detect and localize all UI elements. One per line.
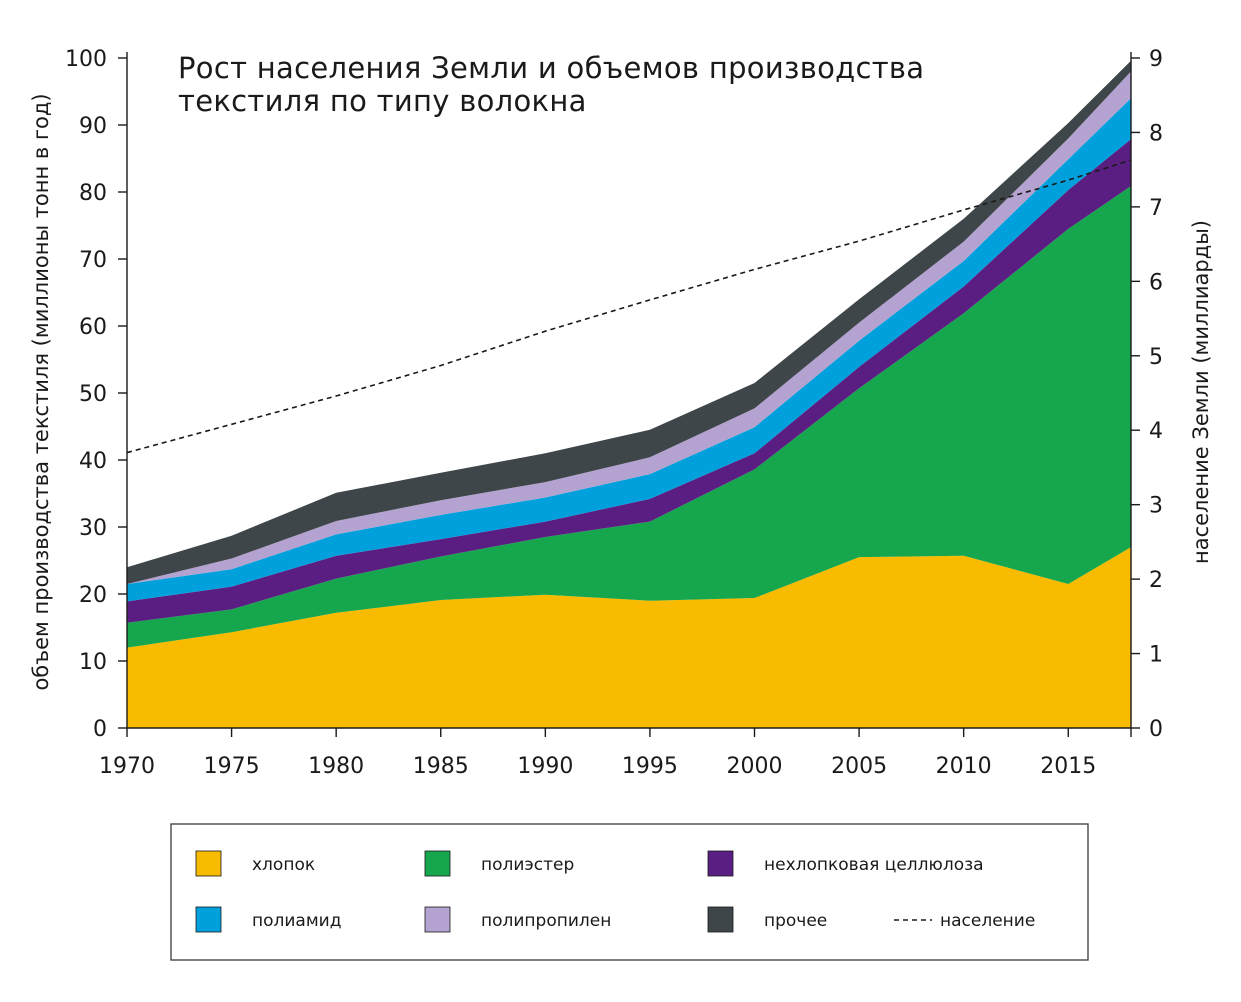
legend-swatch-polypropylene xyxy=(424,906,451,933)
y2-tick-label: 0 xyxy=(1149,717,1163,742)
y2-tick-label: 1 xyxy=(1149,643,1163,668)
x-tick-label: 1995 xyxy=(622,754,678,779)
y-tick-label: 70 xyxy=(79,248,107,273)
area-polyamide xyxy=(127,98,1131,602)
legend-label-polyester: полиэстер xyxy=(481,855,574,875)
x-tick-label: 2005 xyxy=(831,754,887,779)
chart-title-line-2: текстиля по типу волокна xyxy=(178,84,587,118)
population-line-group xyxy=(126,159,1132,454)
legend-label-polypropylene: полипропилен xyxy=(481,911,611,931)
chart-title-line-1: Рост населения Земли и объемов производс… xyxy=(178,51,924,85)
area-layers xyxy=(127,60,1131,728)
y2-tick-label: 9 xyxy=(1149,47,1163,72)
x-tick-label: 2015 xyxy=(1040,754,1096,779)
legend-label-polyamide: полиамид xyxy=(252,911,341,931)
legend-swatch-cellulose xyxy=(707,850,734,877)
y-tick-label: 20 xyxy=(79,583,107,608)
y-tick-label: 40 xyxy=(79,449,107,474)
y-axis-title: объем производства текстиля (миллионы то… xyxy=(29,93,53,690)
legend-swatch-polyester xyxy=(424,850,451,877)
y2-tick-label: 5 xyxy=(1149,345,1163,370)
legend-label-other: прочее xyxy=(764,911,827,931)
x-tick-label: 2010 xyxy=(936,754,992,779)
titles: Рост населения Земли и объемов производс… xyxy=(29,51,1213,691)
y-tick-label: 80 xyxy=(79,181,107,206)
y-tick-label: 100 xyxy=(65,47,107,72)
legend: хлопок полиэстер нехлопковая целлюлоза поли… xyxy=(170,823,1089,961)
y-tick-label: 90 xyxy=(79,114,107,139)
y2-tick-label: 2 xyxy=(1149,568,1163,593)
y2-tick-label: 7 xyxy=(1149,196,1163,221)
area-polyester xyxy=(127,186,1131,648)
y-tick-label: 30 xyxy=(79,516,107,541)
x-tick-label: 1975 xyxy=(204,754,260,779)
legend-swatch-other xyxy=(707,906,734,933)
x-tick-label: 1970 xyxy=(99,754,155,779)
y-tick-label: 0 xyxy=(93,717,107,742)
x-tick-label: 1990 xyxy=(517,754,573,779)
area-cotton xyxy=(127,547,1131,728)
x-tick-label: 1980 xyxy=(308,754,364,779)
x-tick-label: 2000 xyxy=(727,754,783,779)
y-tick-label: 60 xyxy=(79,315,107,340)
tick-labels: 0 10 20 30 40 50 60 70 80 90 100 0 1 2 3 4 5 6 7 8 9 1970 1975… xyxy=(65,47,1163,779)
y-tick-label: 50 xyxy=(79,382,107,407)
legend-frame xyxy=(170,823,1089,961)
y2-tick-label: 6 xyxy=(1149,270,1163,295)
legend-label-cotton: хлопок xyxy=(252,855,315,875)
legend-label-population: население xyxy=(940,911,1035,931)
x-tick-label: 1985 xyxy=(413,754,469,779)
axes xyxy=(118,52,1140,737)
population-line xyxy=(126,159,1132,454)
y2-tick-label: 3 xyxy=(1149,494,1163,519)
legend-swatch-polyamide xyxy=(195,906,222,933)
y2-tick-label: 4 xyxy=(1149,419,1163,444)
y2-tick-label: 8 xyxy=(1149,121,1163,146)
legend-swatch-cotton xyxy=(195,850,222,877)
y-tick-label: 10 xyxy=(79,650,107,675)
legend-label-cellulose: нехлопковая целлюлоза xyxy=(764,855,984,875)
y2-axis-title: население Земли (миллиарды) xyxy=(1189,220,1213,564)
